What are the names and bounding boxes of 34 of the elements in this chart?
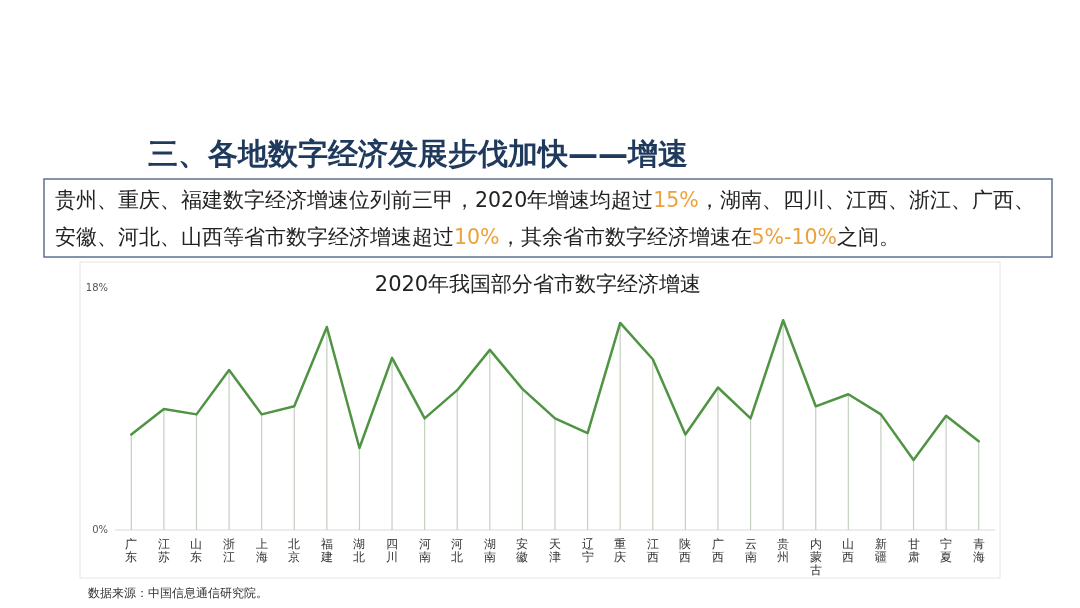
x-tick-label: 湖南 (483, 537, 496, 564)
y-tick-label: 18% (85, 282, 108, 293)
x-tick-label: 湖北 (353, 537, 366, 564)
x-tick-label: 新疆 (874, 537, 887, 564)
x-tick-label: 安徽 (516, 537, 529, 564)
x-tick-label: 河南 (418, 537, 431, 564)
x-tick-label: 内蒙古 (809, 537, 822, 577)
text: 贵州、重庆、福建数字经济增速位列前三甲，2020年增速均超过15%，湖南、四川、江西、浙江、广西、安徽、河北、山西等省市数字经济增速超过10%，其余省市数字经济增速在5%-10%之间。 (55, 188, 1035, 249)
line-series (130, 319, 980, 462)
x-tick-label: 宁夏 (940, 537, 953, 564)
text: 三、各地数字经济发展步伐加快——增速 (148, 136, 688, 171)
source-note: 数据来源：中国信息通信研究院。 (88, 586, 268, 600)
x-tick-label: 浙江 (223, 537, 236, 564)
x-tick-label: 重庆 (614, 537, 627, 564)
x-tick-label: 河北 (451, 537, 464, 564)
y-tick-label: 0% (92, 524, 108, 535)
x-tick-label: 青海 (972, 537, 985, 564)
x-tick-label: 云南 (744, 537, 757, 564)
x-tick-label: 广东 (125, 537, 138, 564)
x-tick-label: 山东 (190, 537, 203, 564)
x-tick-label: 上海 (255, 537, 268, 564)
x-tick-label: 天津 (549, 537, 561, 564)
x-tick-label: 广西 (711, 537, 724, 564)
x-tick-label: 四川 (386, 537, 399, 564)
x-tick-label: 贵州 (777, 537, 790, 564)
x-tick-label: 辽宁 (581, 537, 594, 564)
x-tick-label: 江苏 (157, 537, 170, 564)
x-tick-label: 山西 (842, 537, 855, 564)
x-tick-label: 北京 (288, 537, 301, 564)
x-tick-label: 福建 (319, 537, 333, 564)
x-tick-label: 陕西 (679, 537, 692, 564)
x-tick-label: 江西 (646, 537, 659, 564)
x-tick-label: 甘肃 (907, 537, 920, 564)
chart-title: 2020年我国部分省市数字经济增速 (374, 272, 702, 296)
